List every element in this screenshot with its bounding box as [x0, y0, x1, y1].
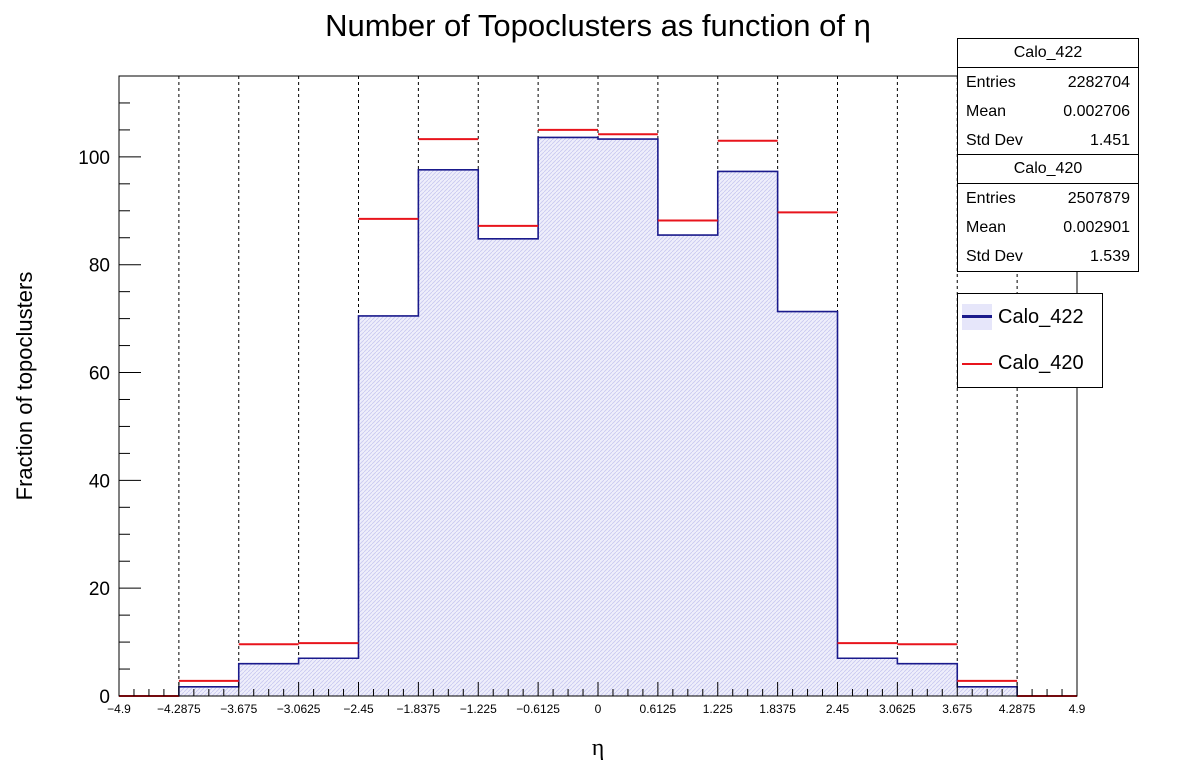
stats-row-std-dev: Std Dev 1.539 — [966, 248, 1130, 265]
legend-swatch-calo-422 — [962, 304, 992, 331]
x-tick-label: 1.8375 — [759, 702, 796, 716]
histogram-layer — [119, 136, 1077, 697]
x-tick-label: 3.675 — [942, 702, 972, 716]
x-tick-label: 0.6125 — [640, 702, 677, 716]
y-tick-label: 60 — [89, 364, 110, 385]
x-tick-label: −3.0625 — [277, 702, 321, 716]
x-tick-label: 1.225 — [703, 702, 733, 716]
legend: Calo_422 Calo_420 — [957, 293, 1103, 388]
x-tick-label: −1.225 — [460, 702, 497, 716]
x-tick-label: 4.2875 — [999, 702, 1036, 716]
stats-row-std-dev: Std Dev 1.451 — [966, 132, 1130, 149]
x-tick-label: −3.675 — [220, 702, 257, 716]
stats-box-calo-420: Calo_420 Entries 2507879 Mean 0.002901 Std… — [957, 154, 1139, 272]
stats-row-mean: Mean 0.002706 — [966, 103, 1130, 120]
x-tick-label: 0 — [595, 702, 602, 716]
x-tick-label: −4.2875 — [157, 702, 201, 716]
x-tick-label: 3.0625 — [879, 702, 916, 716]
stats-row-mean: Mean 0.002901 — [966, 219, 1130, 236]
stats-box-calo-422: Calo_422 Entries 2282704 Mean 0.002706 Std… — [957, 38, 1139, 156]
x-tick-label: −1.8375 — [397, 702, 441, 716]
legend-entry-calo-420: Calo_420 — [958, 341, 1102, 388]
x-tick-label: 4.9 — [1069, 702, 1086, 716]
legend-swatch-calo-420 — [962, 351, 992, 377]
y-tick-label: 0 — [99, 687, 110, 708]
x-tick-label: 2.45 — [826, 702, 850, 716]
y-tick-label: 20 — [89, 579, 110, 600]
series-line-calo-422 — [119, 136, 1077, 697]
stats-row-entries: Entries 2282704 — [966, 74, 1130, 91]
legend-label: Calo_420 — [998, 352, 1084, 375]
legend-entry-calo-422: Calo_422 — [958, 294, 1102, 341]
x-tick-label: −2.45 — [343, 702, 374, 716]
axis-layer: −4.9 −4.2875 −3.675 −3.0625 −2.45 −1.8375 −1.2… — [78, 75, 1086, 716]
stats-row-entries: Entries 2507879 — [966, 190, 1130, 207]
y-axis-label: Fraction of topoclusters — [12, 272, 37, 501]
chart-title: Number of Topoclusters as function of η — [325, 8, 871, 43]
x-tick-label: −4.9 — [107, 702, 131, 716]
legend-label: Calo_422 — [998, 305, 1084, 328]
y-tick-label: 80 — [89, 256, 110, 277]
stats-title: Calo_420 — [958, 155, 1138, 184]
x-tick-label: −0.6125 — [516, 702, 560, 716]
histogram-fill-calo-422 — [119, 137, 1077, 696]
stats-title: Calo_422 — [958, 39, 1138, 68]
y-tick-label: 40 — [89, 471, 110, 492]
y-tick-label: 100 — [78, 148, 110, 169]
x-axis-label: η — [592, 735, 605, 761]
